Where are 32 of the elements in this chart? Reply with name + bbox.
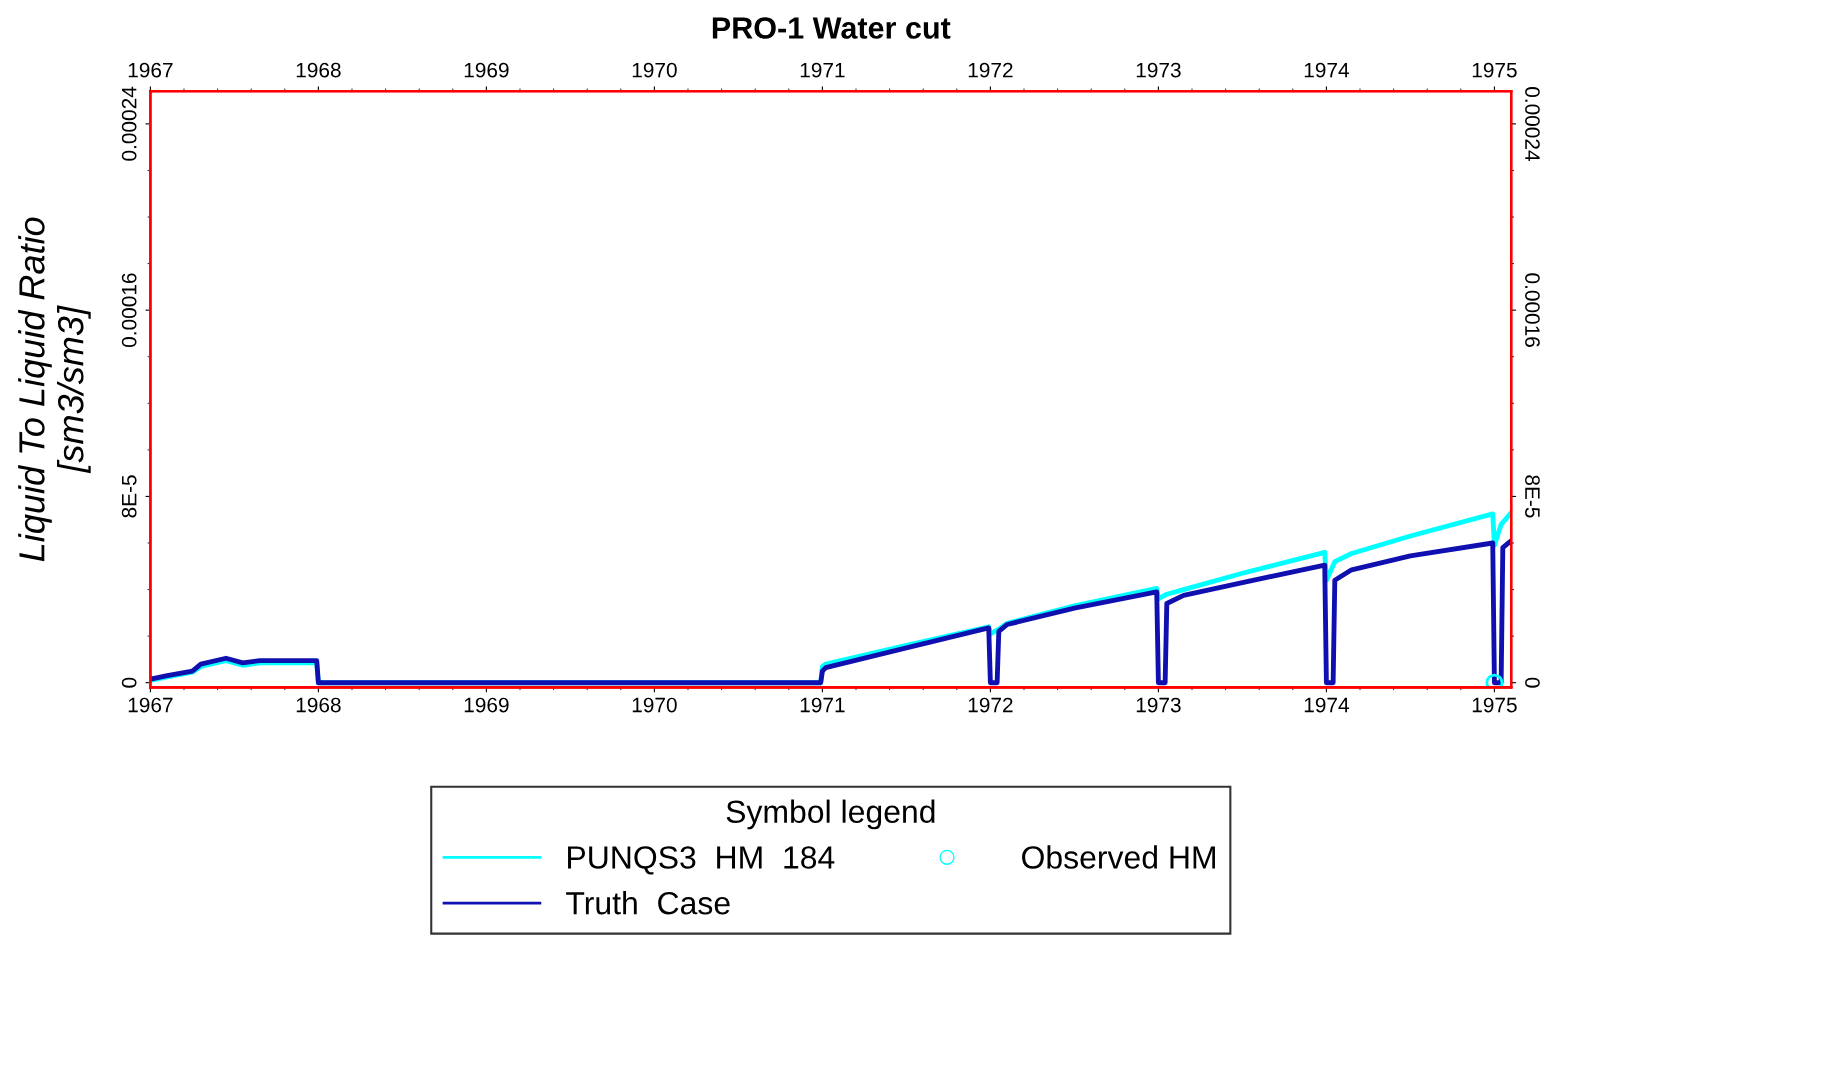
x-tick-label: 1972 <box>968 697 1013 713</box>
x2-tick-label: 1969 <box>464 62 509 78</box>
y2-tick-label: 8E-5 <box>1525 475 1540 518</box>
x-tick-label: 1969 <box>464 697 509 713</box>
legend-label: Observed HM <box>1022 845 1215 869</box>
x-tick-label: 1968 <box>296 697 341 713</box>
y-tick-label: 0.00016 <box>121 273 137 347</box>
x2-tick-label: 1971 <box>800 62 845 78</box>
y-tick-label: 0.00024 <box>121 86 137 161</box>
y2-tick-label: 0.00024 <box>1525 87 1540 161</box>
x2-tick-label: 1972 <box>968 62 1013 78</box>
x2-tick-label: 1967 <box>128 62 173 78</box>
y2-tick-label: 0.00016 <box>1525 273 1540 347</box>
x2-tick-label: 1974 <box>1304 62 1349 78</box>
y2-tick-label: 0 <box>1525 677 1540 688</box>
x-tick-label: 1971 <box>800 697 845 713</box>
y-tick-label: 0 <box>121 677 137 688</box>
x-tick-label: 1967 <box>128 697 173 713</box>
x-tick-label: 1975 <box>1472 697 1517 713</box>
x-tick-label: 1974 <box>1304 697 1349 713</box>
legend-label: Truth Case <box>566 891 730 915</box>
x2-tick-label: 1973 <box>1136 62 1181 78</box>
legend-title: Symbol legend <box>726 799 935 830</box>
x-tick-label: 1973 <box>1136 697 1181 713</box>
x2-tick-label: 1975 <box>1472 62 1517 78</box>
x-tick-label: 1970 <box>632 697 677 713</box>
chart-title: PRO-1 Water cut <box>712 17 951 39</box>
x2-tick-label: 1970 <box>632 62 677 78</box>
legend-label: PUNQS3 HM 184 <box>568 846 835 875</box>
y-tick-label: 8E-5 <box>121 475 137 518</box>
y-axis-title: Liquid To Liquid Ratio [sm3/sm3] <box>18 217 91 562</box>
x2-tick-label: 1968 <box>296 62 341 78</box>
